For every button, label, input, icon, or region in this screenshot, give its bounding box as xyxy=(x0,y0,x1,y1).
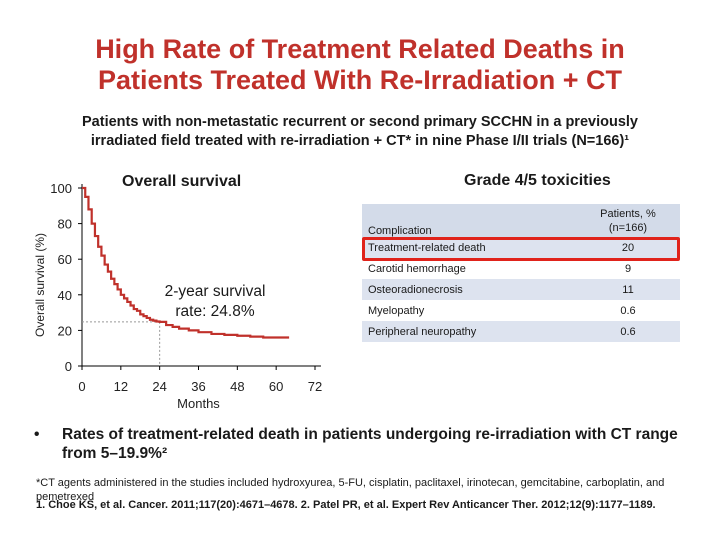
bullet-icon: • xyxy=(34,426,40,443)
y-axis-label: Overall survival (%) xyxy=(33,233,47,337)
row-complication: Peripheral neuropathy xyxy=(362,321,576,342)
y-tick-label: 60 xyxy=(58,252,72,267)
subtitle-line2: irradiated field treated with re-irradia… xyxy=(90,133,630,149)
x-tick-label: 60 xyxy=(269,379,283,394)
footnote-ct-agents: *CT agents administered in the studies i… xyxy=(36,477,665,503)
row-value: 0.6 xyxy=(576,300,680,321)
slide-title-line2: Patients Treated With Re-Irradiation + C… xyxy=(97,65,623,95)
col-header-complication: Complication xyxy=(362,204,576,237)
row-complication: Carotid hemorrhage xyxy=(362,258,576,279)
table-row: Treatment-related death 20 xyxy=(362,237,680,258)
row-complication: Myelopathy xyxy=(362,300,576,321)
x-axis-label: Months xyxy=(177,396,220,411)
annotation-line2: rate: 24.8% xyxy=(175,303,255,320)
table-row: Peripheral neuropathy 0.6 xyxy=(362,321,680,342)
subtitle-line1: Patients with non-metastatic recurrent o… xyxy=(82,114,638,130)
bullet-text: Rates of treatment-related death in pati… xyxy=(62,426,678,462)
x-tick-label: 0 xyxy=(78,379,85,394)
footnote-references: 1. Choe KS, et al. Cancer. 2011;117(20):… xyxy=(36,499,656,511)
x-tick-label: 36 xyxy=(191,379,205,394)
x-tick-label: 48 xyxy=(230,379,244,394)
col-header-patients-line1: Patients, % xyxy=(600,207,656,220)
x-tick-label: 24 xyxy=(152,379,166,394)
survival-annotation: 2-year survival rate: 24.8% xyxy=(150,282,280,322)
table-row: Carotid hemorrhage 9 xyxy=(362,258,680,279)
slide-title-line1: High Rate of Treatment Related Deaths in xyxy=(95,34,625,64)
col-header-patients: Patients, % (n=166) xyxy=(576,204,680,237)
y-tick-label: 20 xyxy=(58,323,72,338)
x-tick-label: 12 xyxy=(114,379,128,394)
treatment-death-highlight-box xyxy=(362,237,680,261)
row-value: 20 xyxy=(576,237,680,258)
table-row: Myelopathy 0.6 xyxy=(362,300,680,321)
x-tick-label: 72 xyxy=(308,379,322,394)
row-value: 0.6 xyxy=(576,321,680,342)
y-tick-label: 100 xyxy=(50,181,72,196)
row-value: 11 xyxy=(576,279,680,300)
annotation-line1: 2-year survival xyxy=(164,283,266,300)
slide-title: High Rate of Treatment Related Deaths in… xyxy=(20,34,700,96)
y-tick-label: 0 xyxy=(65,359,72,374)
row-complication: Treatment-related death xyxy=(362,237,576,258)
col-header-patients-line2: (n=166) xyxy=(608,221,648,234)
y-tick-label: 80 xyxy=(58,217,72,232)
toxicity-table: Complication Patients, % (n=166) Treatme… xyxy=(362,204,680,342)
row-complication: Osteoradionecrosis xyxy=(362,279,576,300)
table-row: Osteoradionecrosis 11 xyxy=(362,279,680,300)
toxicity-table-title: Grade 4/5 toxicities xyxy=(464,172,611,189)
y-tick-label: 40 xyxy=(58,288,72,303)
survival-curve-line xyxy=(82,186,290,339)
chart-title: Overall survival xyxy=(122,173,242,190)
row-value: 9 xyxy=(576,258,680,279)
slide-subtitle: Patients with non-metastatic recurrent o… xyxy=(40,113,680,151)
